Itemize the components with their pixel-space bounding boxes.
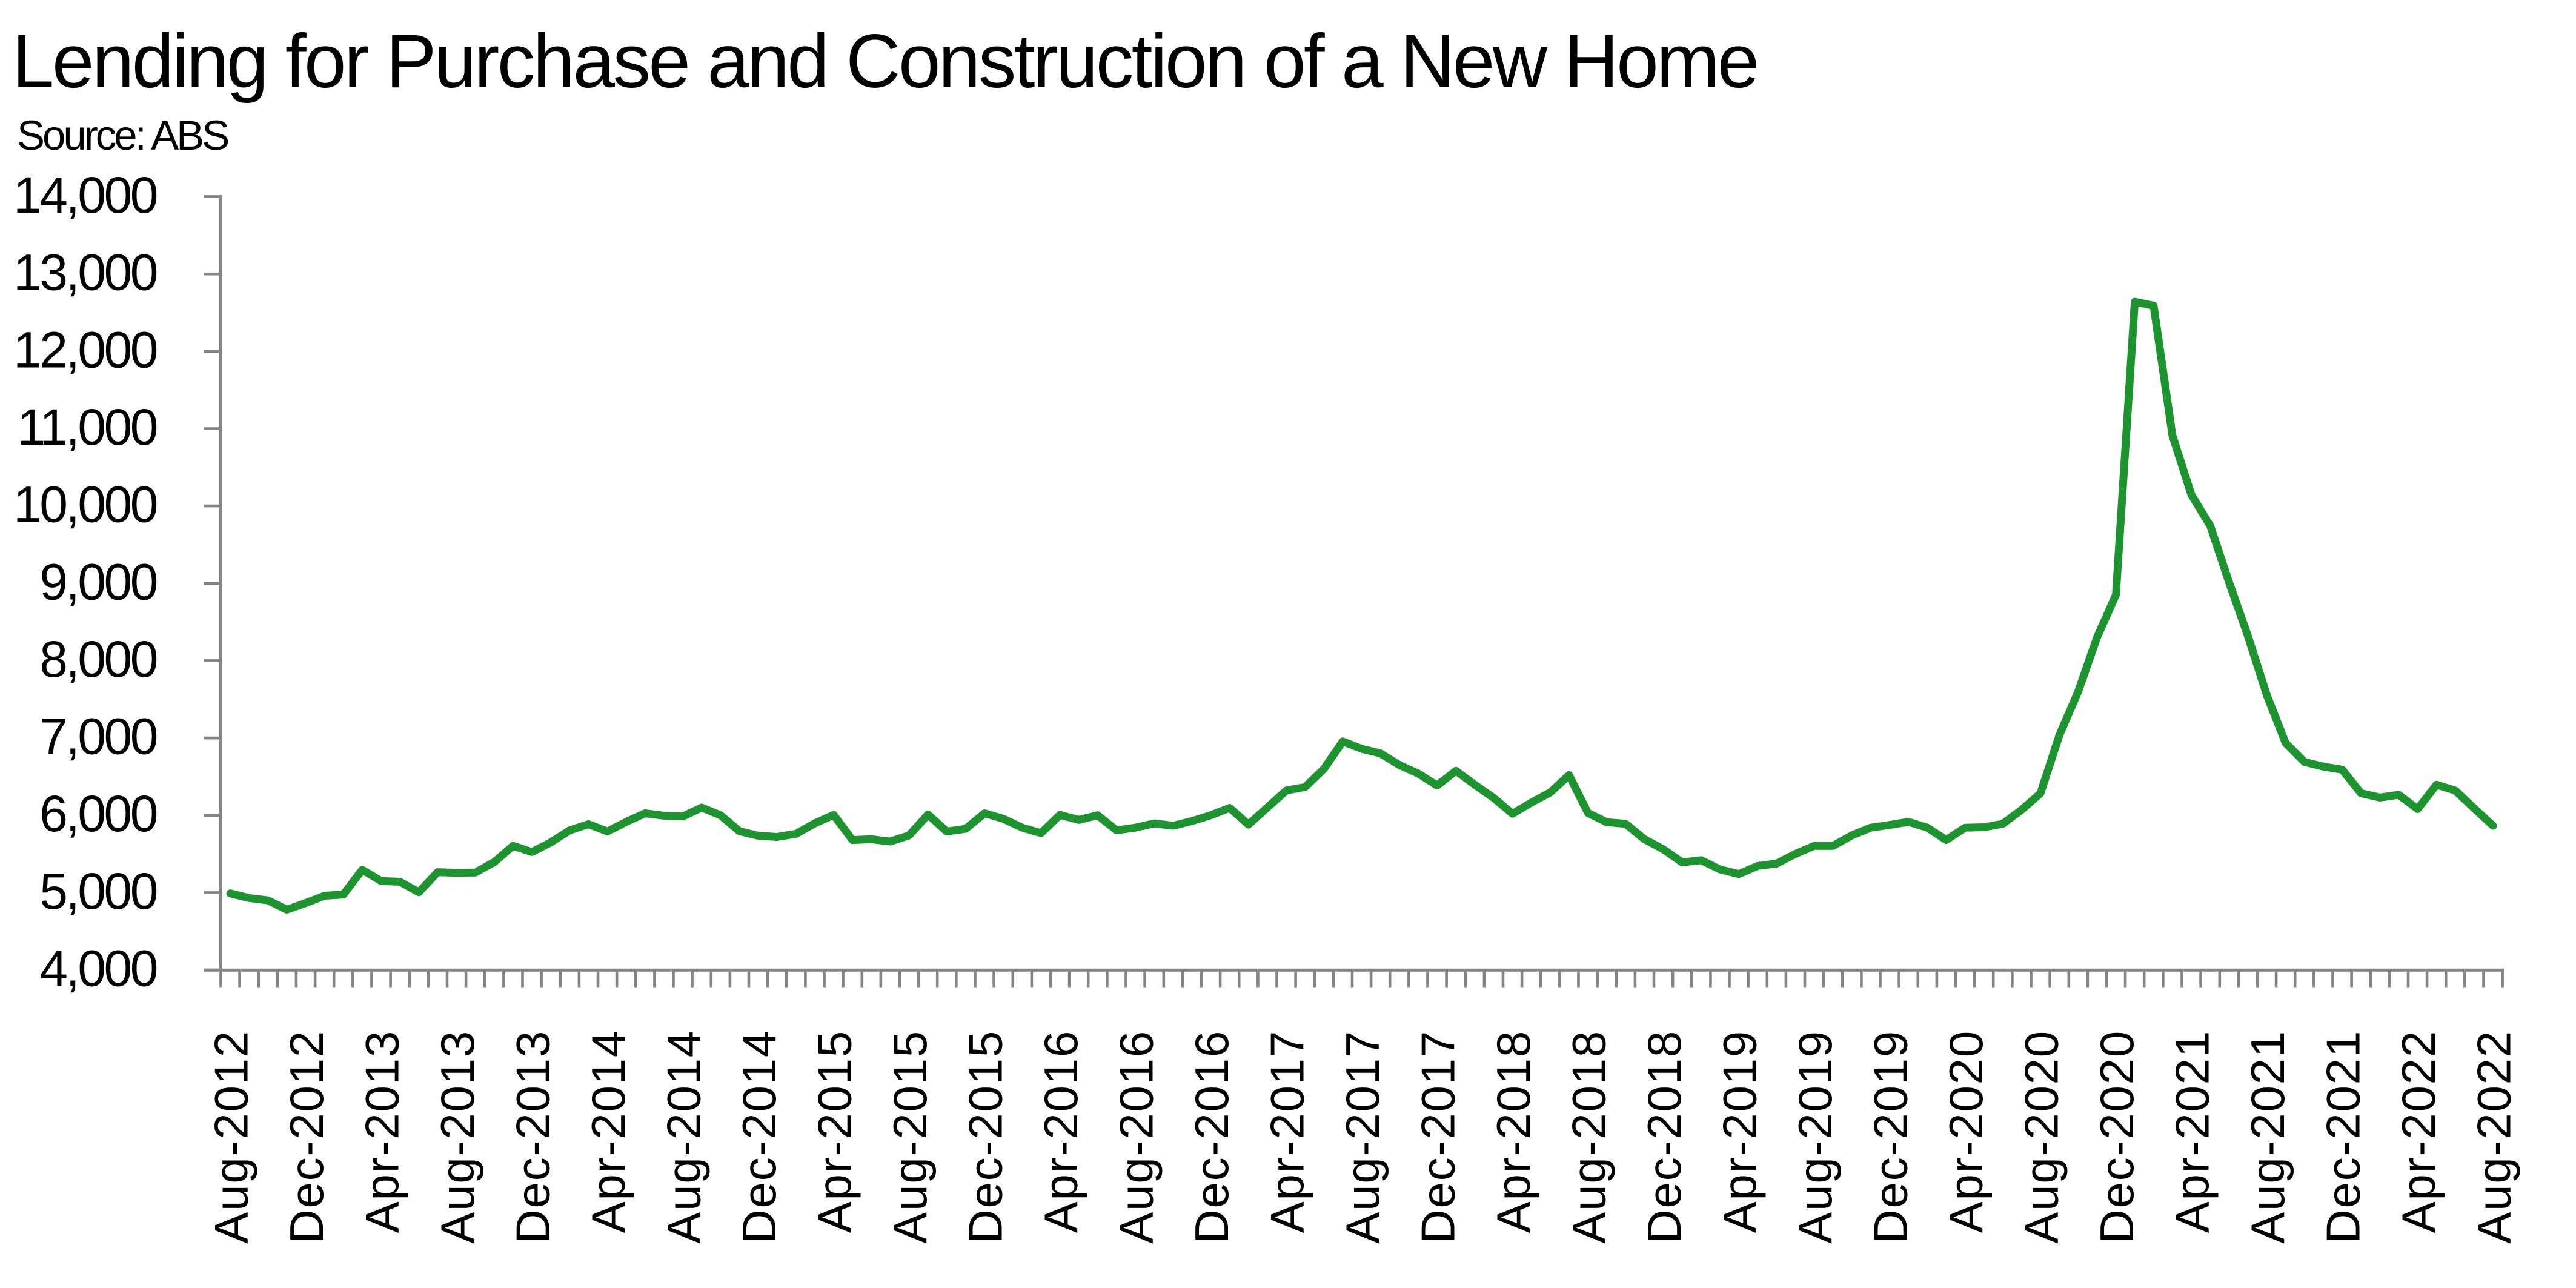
svg-text:Dec-2016: Dec-2016	[1185, 1030, 1238, 1244]
svg-text:Dec-2013: Dec-2013	[506, 1030, 560, 1244]
svg-text:10,000: 10,000	[13, 476, 157, 533]
svg-text:12,000: 12,000	[13, 321, 157, 378]
svg-text:Apr-2013: Apr-2013	[356, 1030, 409, 1233]
svg-text:Apr-2019: Apr-2019	[1713, 1030, 1767, 1233]
svg-text:4,000: 4,000	[39, 940, 156, 997]
svg-text:Dec-2014: Dec-2014	[732, 1030, 786, 1244]
svg-text:Apr-2015: Apr-2015	[808, 1030, 861, 1233]
svg-text:Aug-2016: Aug-2016	[1110, 1030, 1163, 1244]
svg-text:Apr-2021: Apr-2021	[2166, 1030, 2219, 1233]
svg-text:Apr-2022: Apr-2022	[2392, 1030, 2445, 1233]
svg-text:Apr-2016: Apr-2016	[1034, 1030, 1087, 1233]
svg-text:Aug-2013: Aug-2013	[431, 1030, 484, 1244]
svg-text:Dec-2018: Dec-2018	[1638, 1030, 1691, 1244]
svg-text:Dec-2012: Dec-2012	[280, 1030, 333, 1244]
svg-text:Dec-2017: Dec-2017	[1412, 1030, 1465, 1244]
svg-text:Source: ABS: Source: ABS	[17, 112, 228, 159]
svg-text:Apr-2014: Apr-2014	[582, 1030, 635, 1233]
svg-text:Aug-2022: Aug-2022	[2468, 1030, 2521, 1244]
svg-text:Aug-2021: Aug-2021	[2241, 1030, 2294, 1244]
svg-text:7,000: 7,000	[39, 708, 156, 765]
svg-text:Dec-2019: Dec-2019	[1864, 1030, 1917, 1244]
svg-text:Aug-2014: Aug-2014	[657, 1030, 711, 1244]
svg-text:11,000: 11,000	[17, 399, 156, 456]
svg-text:13,000: 13,000	[13, 244, 157, 301]
svg-text:6,000: 6,000	[39, 785, 156, 842]
svg-text:Lending for Purchase and Const: Lending for Purchase and Construction of…	[12, 19, 1758, 104]
svg-text:Aug-2012: Aug-2012	[205, 1030, 258, 1244]
svg-text:Aug-2019: Aug-2019	[1788, 1030, 1842, 1244]
svg-text:Dec-2020: Dec-2020	[2090, 1030, 2143, 1244]
svg-text:Apr-2017: Apr-2017	[1261, 1030, 1314, 1233]
svg-text:8,000: 8,000	[39, 631, 156, 688]
svg-text:Apr-2018: Apr-2018	[1487, 1030, 1540, 1233]
svg-text:Aug-2020: Aug-2020	[2015, 1030, 2068, 1244]
svg-text:Dec-2021: Dec-2021	[2317, 1030, 2370, 1244]
svg-text:Dec-2015: Dec-2015	[959, 1030, 1012, 1244]
svg-text:14,000: 14,000	[13, 167, 157, 224]
svg-text:Aug-2018: Aug-2018	[1562, 1030, 1616, 1244]
svg-text:9,000: 9,000	[39, 553, 156, 610]
svg-text:Aug-2015: Aug-2015	[883, 1030, 937, 1244]
svg-text:Aug-2017: Aug-2017	[1336, 1030, 1389, 1244]
svg-text:Apr-2020: Apr-2020	[1939, 1030, 1993, 1233]
svg-text:5,000: 5,000	[39, 863, 156, 920]
